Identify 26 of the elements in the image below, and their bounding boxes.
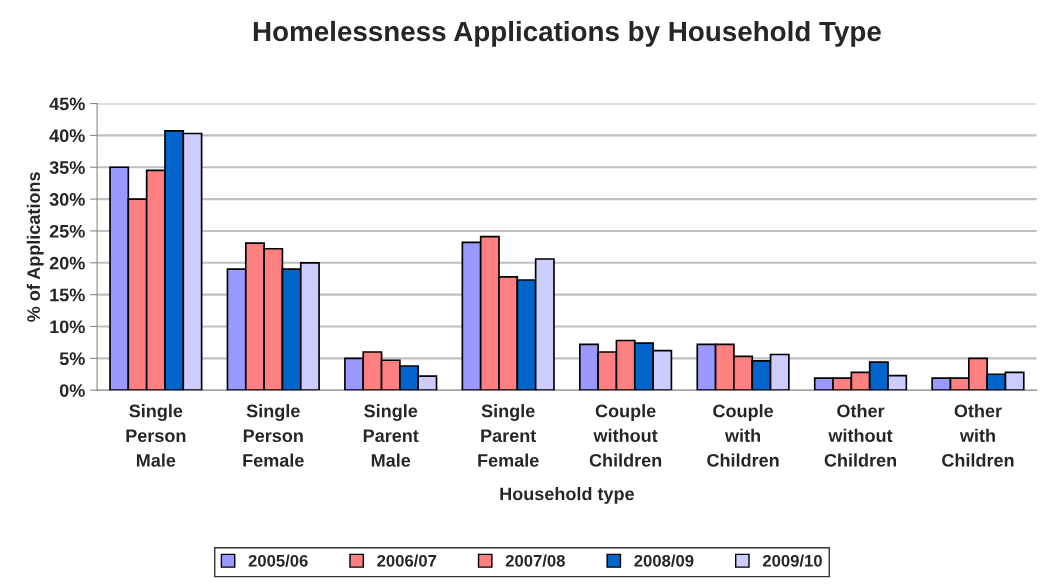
y-tick-label: 25% xyxy=(49,224,85,238)
y-axis-title: % of Applications xyxy=(26,172,44,322)
legend-label: 2008/09 xyxy=(634,554,694,567)
y-tick-label: 20% xyxy=(49,256,85,270)
x-tick-label: Single Person Female xyxy=(243,404,304,467)
y-tick-label: 15% xyxy=(50,288,85,302)
y-tick-label: 10% xyxy=(50,320,85,334)
y-tick-label: 30% xyxy=(49,193,85,206)
y-tick-label: 40% xyxy=(49,129,85,143)
y-tick-label: 0% xyxy=(59,384,85,397)
x-tick-label: Couple with Children xyxy=(707,404,779,467)
legend-label: 2009/10 xyxy=(762,554,822,567)
x-axis-title: Household type xyxy=(500,487,634,504)
x-tick-label: Single Parent Female xyxy=(478,404,539,467)
x-tick-label: Other with Children xyxy=(942,404,1014,467)
x-tick-label: Couple without Children xyxy=(589,404,662,467)
y-tick-label: 35% xyxy=(49,161,85,174)
y-tick-label: 5% xyxy=(59,352,85,366)
y-tick-label: 45% xyxy=(49,97,85,111)
x-tick-label: Other without Children xyxy=(824,404,897,467)
legend-label: 2005/06 xyxy=(248,554,308,567)
x-tick-label: Single Person Male xyxy=(126,404,186,467)
legend-label: 2007/08 xyxy=(505,554,565,567)
legend-label: 2006/07 xyxy=(377,554,437,567)
chart-title: Homelessness Applications by Household Type xyxy=(253,20,881,47)
x-tick-label: Single Parent Male xyxy=(363,404,419,467)
